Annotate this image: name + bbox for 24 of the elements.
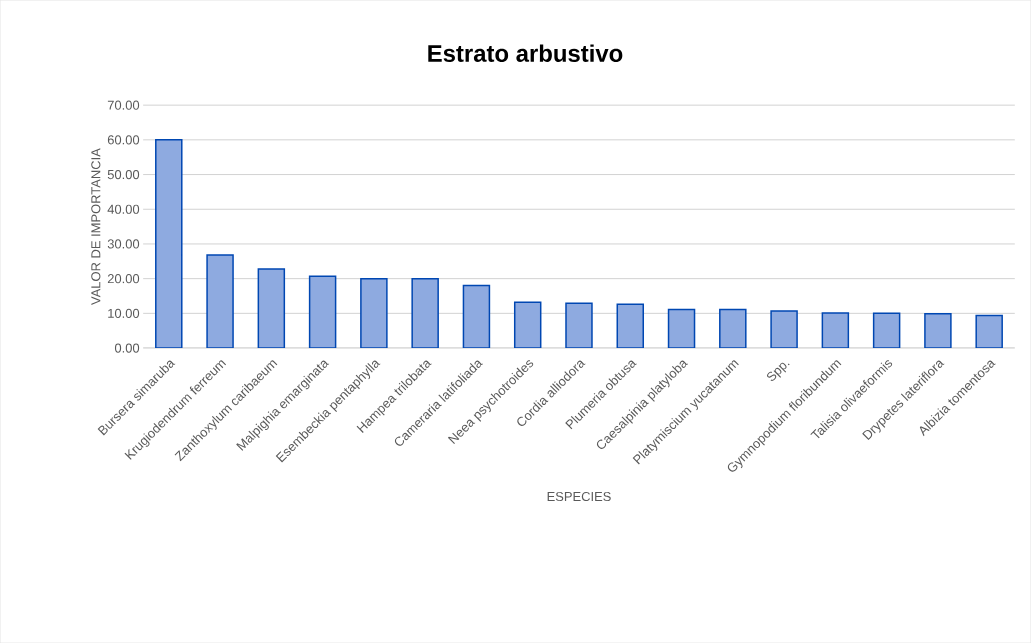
bar: [872, 312, 901, 348]
bar: [616, 303, 645, 348]
bar: [667, 308, 696, 348]
bar: [462, 284, 491, 348]
bar: [411, 277, 439, 348]
bar: [257, 268, 286, 348]
bar: [308, 275, 337, 348]
bar: [155, 139, 183, 348]
y-tick-label: 10.00: [108, 308, 140, 318]
chart-title: Estrato arbustivo: [428, 44, 623, 62]
bar: [513, 301, 542, 348]
y-tick-label: 60.00: [107, 135, 140, 145]
y-tick-label: 70.00: [107, 100, 140, 110]
x-axis-title: ESPECIES: [547, 491, 611, 502]
y-tick-label: 30.00: [107, 239, 140, 249]
bar: [360, 277, 388, 348]
bar: [821, 312, 850, 348]
y-axis-title: VALOR DE IMPORTANCIA: [91, 148, 101, 305]
bar: [206, 254, 234, 348]
y-tick-label: 20.00: [107, 274, 140, 284]
y-tick-label: 50.00: [107, 169, 140, 180]
y-tick-label: 40.00: [107, 204, 140, 214]
x-tick-label: Spp.: [766, 362, 790, 381]
y-tick-label: 0.00: [114, 343, 140, 353]
